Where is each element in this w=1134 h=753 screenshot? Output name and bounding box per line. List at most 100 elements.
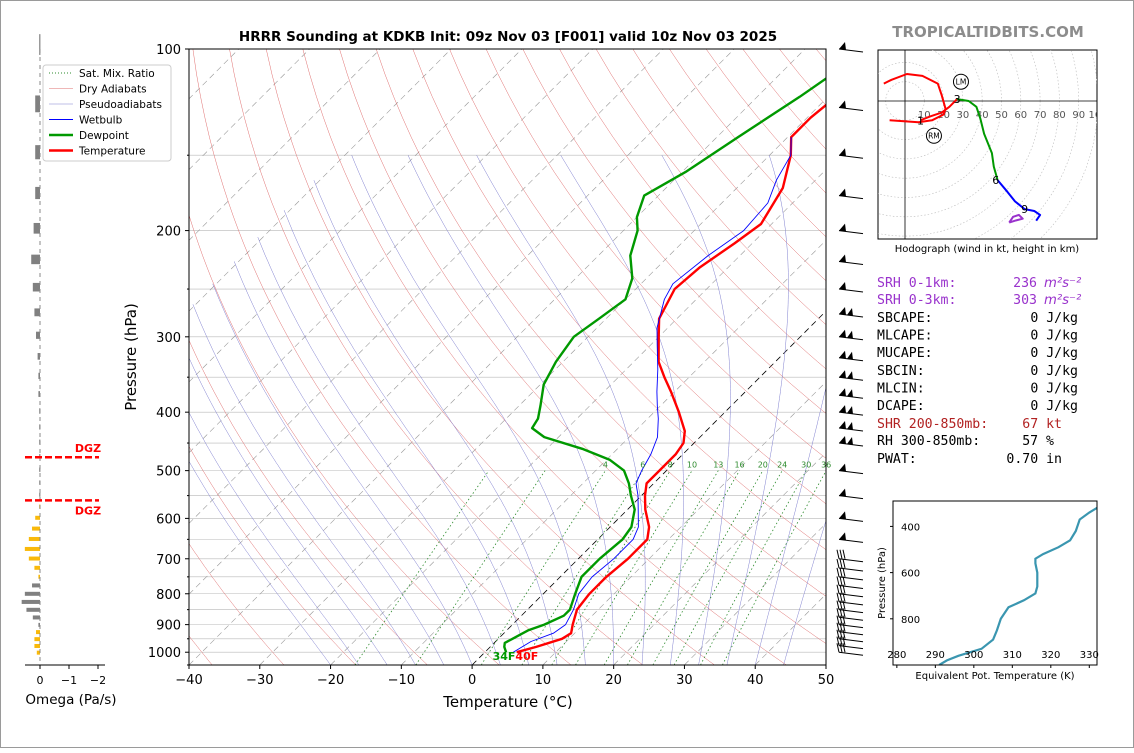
wind-barb-staff [839, 617, 863, 620]
stat-label: MLCIN: [877, 381, 925, 396]
dgz-label: DGZ [75, 504, 101, 517]
pseudoadiabat--16 [156, 341, 359, 665]
stat-label: DCAPE: [877, 399, 925, 414]
x-tick-label: −30 [246, 673, 273, 688]
hodo-ring-label: 60 [1014, 110, 1027, 121]
isotherm-50 [826, 49, 1134, 665]
pseudoadiabat-32 [662, 155, 731, 665]
mixing-ratio-line-4 [481, 471, 605, 665]
wind-barb-feather [843, 550, 845, 559]
pseudoadiabat--8 [193, 304, 416, 665]
mixing-ratio-line-24 [674, 471, 782, 665]
hodo-ring-label: 30 [957, 110, 970, 121]
storm-motion-label: RM [928, 132, 940, 141]
x-tick-label: 0 [468, 673, 476, 688]
skewt-xlabel: Temperature (°C) [442, 693, 572, 711]
y-tick-label: 200 [156, 225, 181, 240]
legend-label: Wetbulb [79, 115, 123, 127]
wind-barb-flag [839, 282, 846, 290]
pseudoadiabat--12 [174, 323, 387, 665]
wind-barb-staff [839, 639, 863, 642]
pseudoadiabat-8 [284, 210, 529, 665]
wind-barb-staff [839, 577, 863, 580]
dgz-label: DGZ [75, 442, 101, 455]
wind-barb-flag [839, 405, 846, 413]
omega-tick-label: −1 [61, 674, 77, 687]
omega-bar [35, 95, 40, 112]
stat-label: SBCIN: [877, 364, 925, 379]
shr-value: 67 kt [1022, 417, 1062, 432]
mixing-ratio-label: 6 [640, 461, 645, 470]
wind-barb-flag [839, 330, 846, 338]
wind-barb-flag [839, 351, 846, 359]
omega-bar [34, 223, 40, 234]
rh-value: 57 % [1022, 434, 1054, 449]
mixing-ratio-line-36 [722, 471, 826, 665]
srh3-unit: m²s⁻² [1044, 293, 1082, 308]
x-tick-label: −20 [317, 673, 344, 688]
te-x-tick-label: 310 [1003, 650, 1022, 661]
stat-value: 0 J/kg [1030, 381, 1078, 396]
omega-tick-label: −2 [90, 674, 106, 687]
pseudoadiabat-0 [234, 261, 472, 665]
stat-label: SBCAPE: [877, 311, 933, 326]
omega-bar [35, 516, 40, 520]
x-tick-label: 20 [605, 673, 622, 688]
chart-title: HRRR Sounding at KDKB Init: 09z Nov 03 [… [239, 29, 777, 45]
brand-watermark: TROPICALTIDBITS.COM [892, 23, 1084, 41]
pwat-value: 0.70 in [1006, 452, 1062, 467]
omega-bar [33, 615, 40, 619]
wind-barb-flag [839, 307, 846, 315]
omega-bar [33, 283, 40, 292]
shr-label: SHR 200-850mb: [877, 417, 988, 432]
dry-adiabat-170 [779, 49, 1134, 665]
mixing-ratio-label: 8 [668, 461, 673, 470]
wind-barb-flag [839, 511, 846, 519]
wind-barb-flag [839, 532, 846, 540]
omega-bar [29, 537, 40, 541]
dry-adiabat-30 [266, 49, 714, 665]
mixing-ratio-label: 13 [713, 461, 723, 470]
mixing-ratio-label: 20 [758, 461, 768, 470]
hodo-ring-label: 70 [1034, 110, 1047, 121]
wind-barb-flag [839, 388, 846, 396]
storm-motion-label: LM [956, 78, 967, 87]
wind-barb-feather [840, 550, 842, 559]
wind-barb-feather [837, 559, 839, 568]
stat-value: 0 J/kg [1030, 311, 1078, 326]
wind-barb-staff [839, 585, 863, 588]
y-tick-label: 100 [156, 43, 181, 58]
mixing-ratio-line-6 [522, 471, 643, 665]
dry-adiabat-40 [303, 49, 787, 665]
wind-barb-staff [839, 646, 863, 649]
dry-adiabat-0 [156, 49, 499, 665]
mixing-ratio-label: 30 [801, 461, 811, 470]
te-x-tick-label: 330 [1080, 650, 1099, 661]
wind-barbs [837, 42, 863, 655]
theta-e-xlabel: Equivalent Pot. Temperature (K) [915, 671, 1074, 682]
stat-label: MUCAPE: [877, 346, 933, 361]
pseudoadiabat-24 [477, 155, 646, 665]
wind-barb-staff [839, 632, 863, 635]
wind-barb-feather [837, 585, 839, 594]
omega-bar [35, 187, 40, 199]
omega-bar [36, 332, 40, 339]
wind-barb-feather [843, 559, 845, 568]
isotherm-0 [472, 49, 1088, 665]
theta-e-line [939, 503, 1104, 665]
theta-e-frame [893, 501, 1097, 665]
wind-barb-flag [839, 224, 846, 232]
wind-barb-flag [839, 436, 846, 444]
stat-value: 0 J/kg [1030, 399, 1078, 414]
wind-barb-flag [839, 100, 846, 108]
hodo-height-label: 3 [954, 93, 961, 106]
omega-bar [39, 493, 40, 497]
mixing-ratio-line-2 [416, 471, 545, 665]
omega-bar [36, 630, 40, 634]
x-tick-label: −40 [175, 673, 202, 688]
hodo-height-label: 6 [992, 174, 999, 187]
y-tick-label: 400 [156, 406, 181, 421]
mixing-ratio-line-30 [701, 471, 807, 665]
wind-barb-flag [839, 42, 846, 50]
